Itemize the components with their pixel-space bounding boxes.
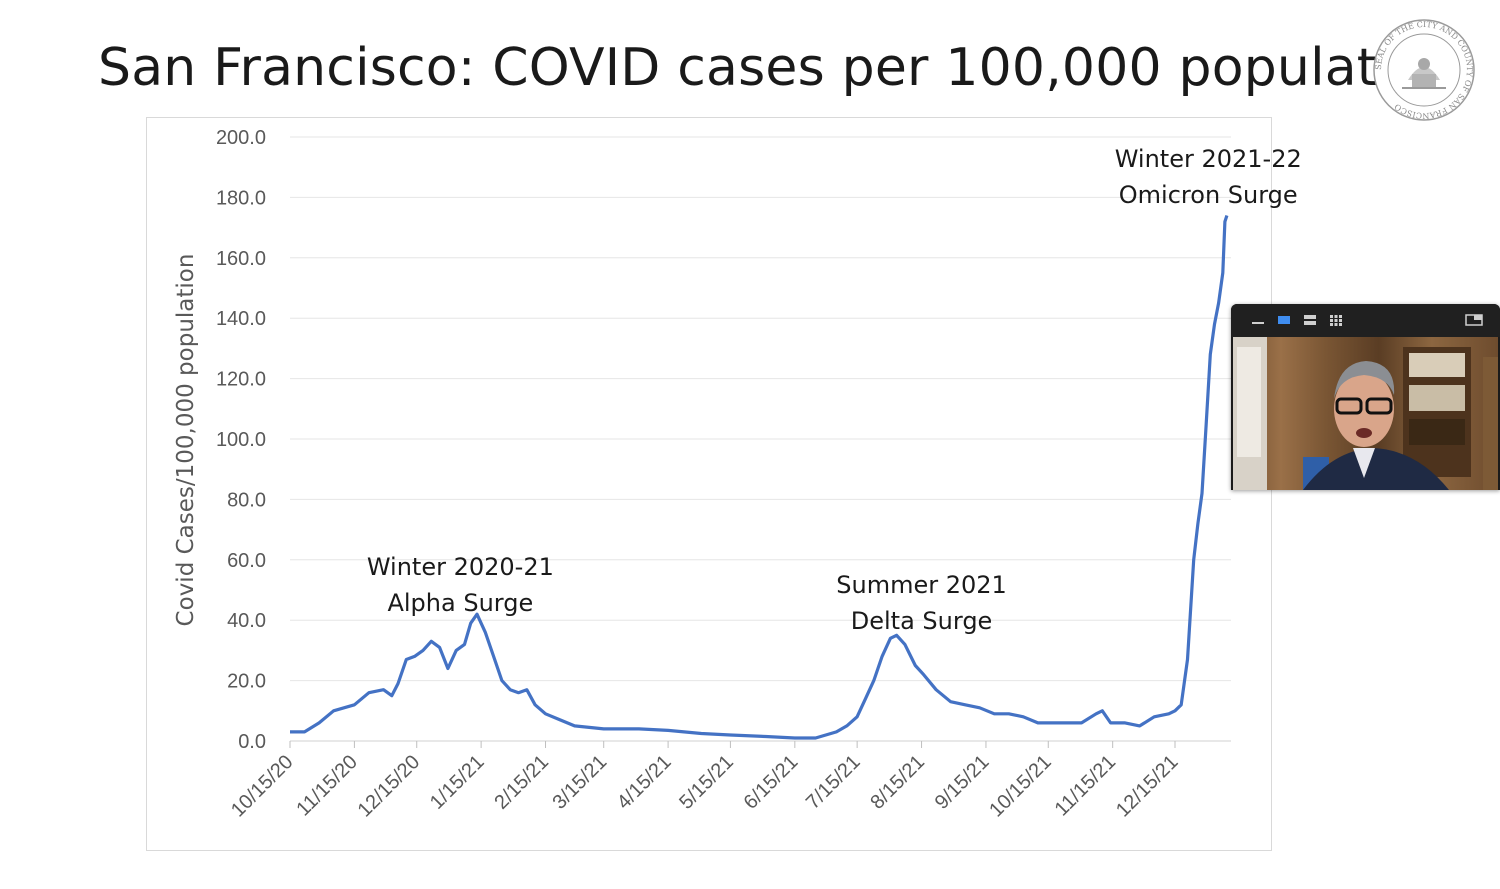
x-tick-label: 1/15/21 <box>426 751 489 814</box>
annotation-line2: Omicron Surge <box>1119 181 1298 209</box>
y-tick-label: 200.0 <box>216 127 266 149</box>
stack-view-icon[interactable] <box>1303 314 1317 326</box>
y-tick-label: 160.0 <box>216 248 266 270</box>
minimize-icon[interactable] <box>1251 314 1265 326</box>
speaker-video-feed <box>1233 337 1498 490</box>
x-tick-label: 12/15/21 <box>1112 751 1183 822</box>
y-axis-label: Covid Cases/100,000 population <box>173 254 199 627</box>
x-tick-label: 11/15/20 <box>292 751 362 821</box>
y-tick-label: 0.0 <box>238 731 266 753</box>
annotation-line1: Winter 2020-21 <box>367 553 554 581</box>
speaker-view-icon[interactable] <box>1277 314 1291 326</box>
x-tick-label: 9/15/21 <box>931 751 994 814</box>
x-tick-label: 8/15/21 <box>866 751 929 814</box>
x-tick-label: 3/15/21 <box>548 751 611 814</box>
city-seal-logo: SEAL OF THE CITY AND COUNTY OF SAN FRANC… <box>1373 19 1475 121</box>
y-tick-label: 40.0 <box>227 610 266 632</box>
annotation-line1: Winter 2021-22 <box>1115 145 1302 173</box>
x-tick-label: 10/15/21 <box>985 751 1056 822</box>
y-tick-label: 80.0 <box>227 489 266 511</box>
y-tick-label: 100.0 <box>216 429 266 451</box>
y-tick-label: 60.0 <box>227 550 266 572</box>
y-tick-label: 140.0 <box>216 308 266 330</box>
video-toolbar <box>1231 304 1500 337</box>
video-overlay[interactable] <box>1231 304 1500 490</box>
y-tick-label: 180.0 <box>216 187 266 209</box>
x-tick-label: 2/15/21 <box>490 751 553 814</box>
y-tick-label: 20.0 <box>227 671 266 693</box>
exit-fullscreen-icon[interactable] <box>1465 314 1483 326</box>
x-tick-label: 7/15/21 <box>802 751 865 814</box>
annotation-line2: Alpha Surge <box>387 589 533 617</box>
series-line <box>290 215 1229 740</box>
x-tick-label: 4/15/21 <box>613 751 676 814</box>
gallery-view-icon[interactable] <box>1329 314 1343 326</box>
x-tick-label: 10/15/20 <box>227 751 298 822</box>
slide-title: San Francisco: COVID cases per 100,000 p… <box>98 38 1458 98</box>
x-tick-label: 5/15/21 <box>675 751 738 814</box>
x-tick-label: 12/15/20 <box>354 751 425 822</box>
y-tick-label: 120.0 <box>216 369 266 391</box>
annotation-line1: Summer 2021 <box>836 571 1007 599</box>
x-tick-label: 11/15/21 <box>1051 751 1121 821</box>
annotation-line2: Delta Surge <box>851 607 993 635</box>
x-tick-label: 6/15/21 <box>740 751 803 814</box>
